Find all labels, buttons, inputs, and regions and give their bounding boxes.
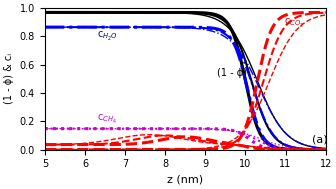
Text: c$_{H_2O}$: c$_{H_2O}$ — [97, 30, 118, 43]
X-axis label: z (nm): z (nm) — [167, 175, 203, 185]
Y-axis label: (1 - ϕ) & cᵢ: (1 - ϕ) & cᵢ — [4, 53, 14, 105]
Text: c$_{CO_2}$: c$_{CO_2}$ — [284, 17, 304, 30]
Text: c$_{CH_4}$: c$_{CH_4}$ — [97, 113, 117, 126]
Text: (a): (a) — [311, 135, 327, 144]
Text: (1 - ϕ): (1 - ϕ) — [217, 68, 247, 78]
